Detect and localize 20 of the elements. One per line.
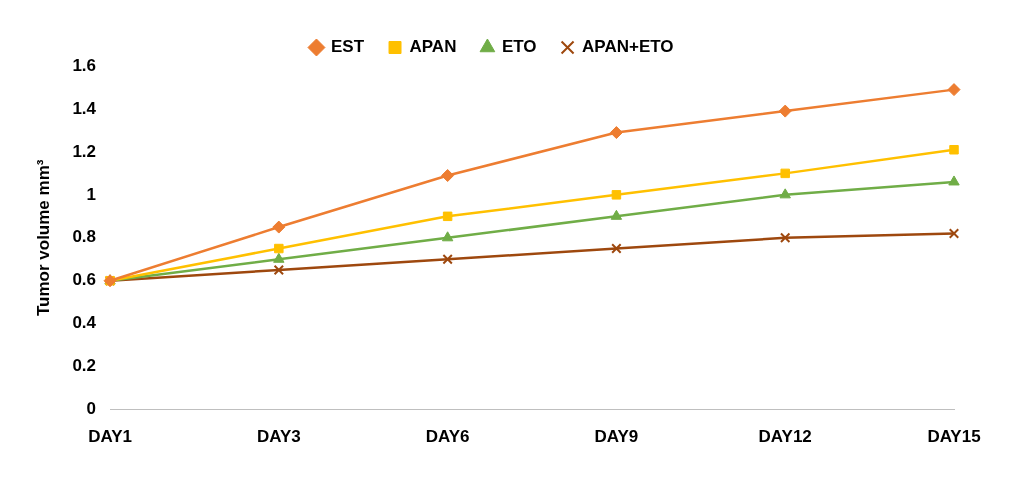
y-tick-label: 1.2 (72, 141, 97, 161)
legend-label: EST (330, 37, 365, 57)
y-tick-label: 0.6 (72, 270, 97, 290)
y-tick-label: 0.8 (72, 227, 97, 247)
x-tick-label: DAY1 (88, 427, 132, 447)
y-tick-label: 1.6 (72, 55, 97, 75)
y-tick-label: 0.2 (72, 356, 97, 376)
x-tick-label: DAY3 (256, 427, 301, 447)
y-tick-label: 1.4 (72, 98, 97, 118)
y-tick-label: 0.4 (72, 313, 97, 333)
legend-label: APAN+ETO (582, 37, 674, 57)
legend-label: APAN (409, 37, 457, 57)
y-axis-title: Tumor volume mm³ (33, 159, 53, 317)
x-tick-label: DAY15 (927, 427, 981, 447)
y-tick-label: 0 (86, 399, 97, 419)
x-tick-label: DAY6 (425, 427, 470, 447)
x-tick-label: DAY12 (758, 427, 812, 447)
x-tick-label: DAY9 (594, 427, 639, 447)
y-tick-label: 1 (86, 184, 97, 204)
legend-label: ETO (501, 37, 537, 57)
